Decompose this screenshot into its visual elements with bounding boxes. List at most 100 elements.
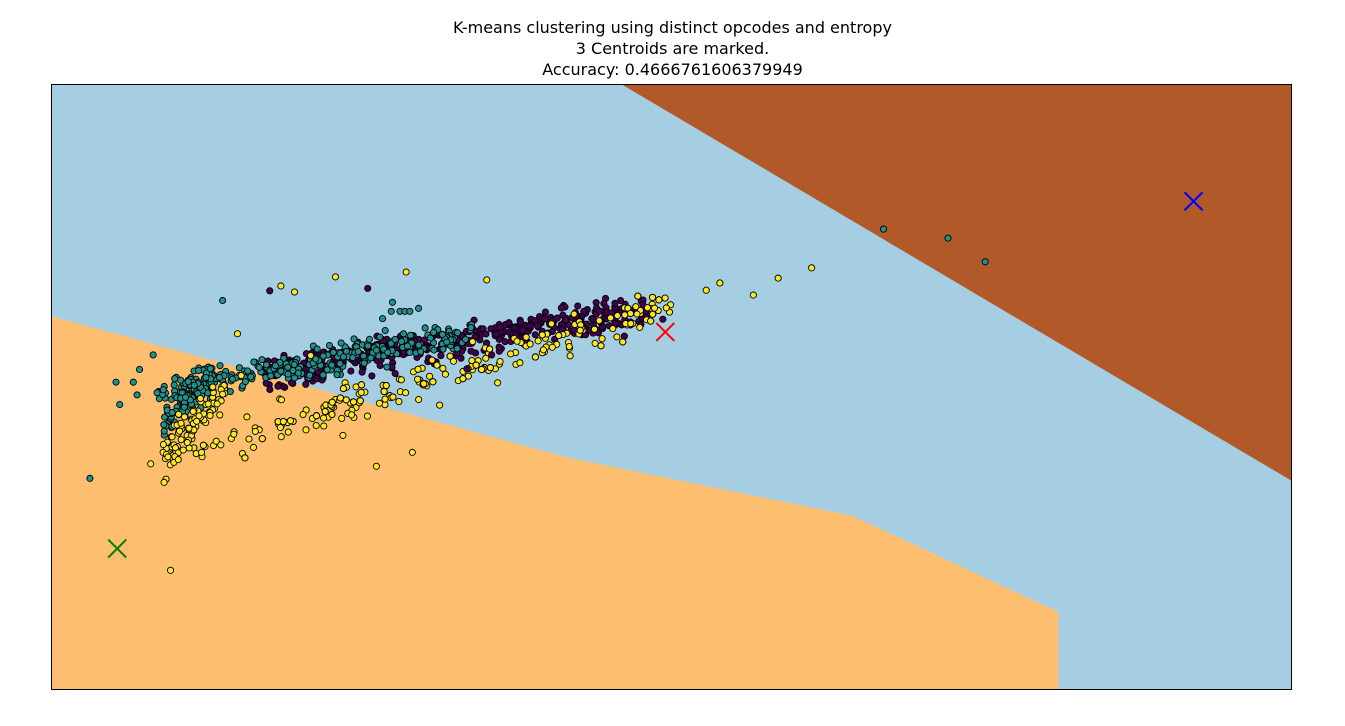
data-point-teal [325, 341, 334, 350]
data-point-teal [116, 400, 124, 409]
data-point-teal [981, 258, 989, 266]
data-point-yellow [277, 282, 285, 290]
data-point-yellow [209, 383, 217, 391]
data-point-yellow [375, 399, 383, 407]
data-point-teal [168, 409, 176, 417]
data-point-yellow [245, 435, 253, 443]
centroid-marker-0 [655, 322, 676, 342]
data-point-yellow [647, 317, 655, 325]
data-point-teal [443, 338, 451, 346]
data-point-teal [383, 363, 391, 371]
chart-subtitle: 3 Centroids are marked. [575, 39, 770, 58]
data-point-teal [215, 373, 224, 382]
data-point-yellow [147, 460, 155, 468]
data-point-purple [541, 315, 549, 323]
data-point-yellow [258, 435, 266, 443]
data-point-yellow [650, 304, 659, 312]
data-point-teal [439, 345, 447, 353]
data-point-teal [372, 346, 381, 354]
data-point-yellow [160, 478, 168, 486]
data-point-teal [319, 352, 327, 360]
data-point-yellow [513, 337, 521, 345]
data-point-yellow [469, 338, 477, 346]
data-point-purple [541, 308, 549, 316]
data-point-yellow [414, 365, 422, 373]
data-point-yellow [276, 423, 284, 432]
data-point-teal [944, 234, 952, 242]
data-point-yellow [381, 395, 389, 403]
data-point-teal [333, 371, 341, 379]
data-point-teal [379, 315, 387, 323]
data-point-teal [387, 307, 395, 315]
data-point-teal [430, 328, 438, 336]
data-point-yellow [402, 268, 410, 276]
data-point-purple [467, 347, 475, 355]
data-point-yellow [808, 264, 816, 272]
data-point-teal [313, 345, 321, 353]
data-point-purple [364, 284, 372, 292]
data-point-yellow [312, 422, 320, 430]
data-point-yellow [328, 410, 336, 418]
data-point-yellow [286, 417, 295, 425]
data-point-teal [329, 348, 337, 356]
data-point-yellow [217, 441, 225, 449]
data-point-yellow [426, 372, 434, 380]
data-point-purple [457, 354, 465, 362]
data-point-teal [170, 381, 178, 389]
data-point-yellow [199, 441, 208, 449]
data-point-yellow [320, 422, 328, 430]
data-point-yellow [598, 335, 606, 343]
data-point-yellow [336, 394, 344, 402]
data-point-purple [611, 299, 619, 307]
data-point-teal [398, 337, 406, 346]
data-point-teal [399, 330, 408, 338]
data-point-yellow [555, 331, 563, 340]
data-point-teal [160, 427, 168, 435]
data-point-yellow [196, 394, 205, 402]
data-point-teal [438, 330, 446, 338]
data-point-yellow [609, 325, 617, 333]
data-point-teal [337, 339, 345, 347]
data-point-yellow [531, 353, 539, 361]
data-points [86, 225, 989, 574]
data-point-teal [319, 371, 327, 379]
data-point-yellow [716, 279, 724, 287]
data-point-yellow [566, 352, 574, 360]
data-point-yellow [356, 397, 364, 405]
data-point-yellow [395, 398, 403, 406]
data-point-teal [247, 373, 255, 381]
data-point-yellow [449, 357, 458, 365]
data-point-teal [430, 346, 438, 354]
data-point-teal [354, 348, 362, 356]
data-point-yellow [482, 354, 490, 362]
data-point-yellow [446, 352, 454, 360]
chart-title: K-means clustering using distinct opcode… [453, 18, 892, 37]
data-point-yellow [648, 293, 657, 301]
data-point-teal [267, 372, 275, 380]
data-point-teal [406, 331, 415, 339]
data-point-teal [454, 329, 462, 337]
data-point-yellow [249, 443, 258, 451]
data-point-yellow [185, 424, 193, 432]
data-point-yellow [177, 419, 185, 427]
data-point-teal [277, 367, 285, 375]
data-point-yellow [408, 448, 416, 456]
data-point-yellow [251, 427, 259, 435]
data-point-purple [463, 365, 471, 373]
data-point-teal [467, 324, 475, 332]
data-point-yellow [414, 375, 422, 383]
data-point-yellow [478, 365, 486, 374]
data-point-yellow [382, 381, 390, 390]
data-point-yellow [175, 410, 183, 418]
data-point-yellow [277, 433, 285, 441]
data-point-purple [553, 314, 561, 322]
data-point-teal [406, 307, 414, 315]
data-point-purple [557, 304, 565, 312]
data-point-teal [289, 366, 297, 375]
data-point-yellow [534, 337, 542, 345]
data-point-yellow [233, 330, 242, 338]
data-point-teal [133, 391, 141, 399]
data-point-teal [241, 378, 249, 386]
data-point-yellow [774, 274, 782, 282]
